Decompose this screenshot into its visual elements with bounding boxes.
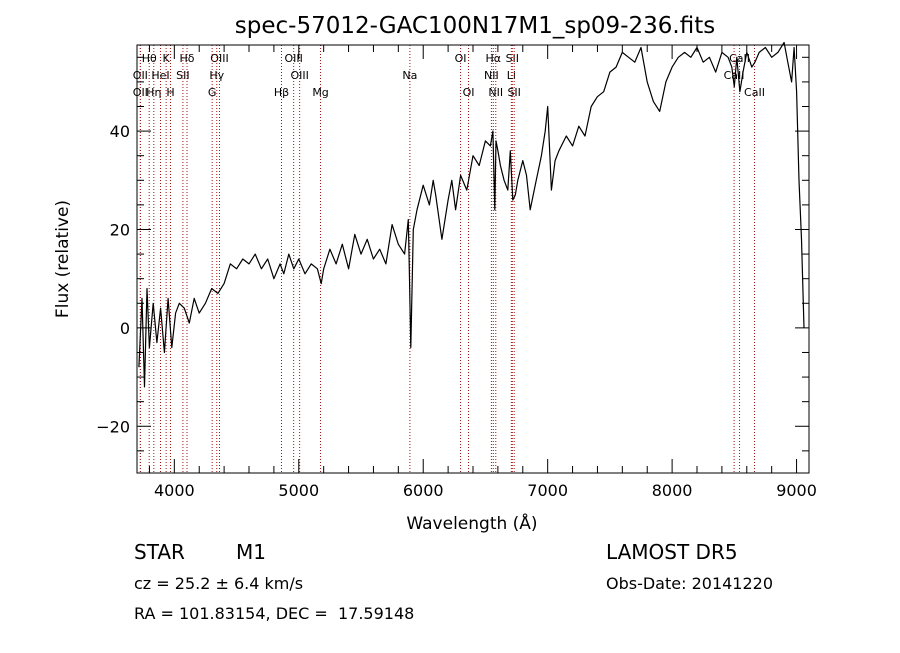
x-tick-label: 4000 — [154, 481, 195, 500]
obs-date: Obs-Date: 20141220 — [606, 574, 774, 593]
x-tick-label: 8000 — [652, 481, 693, 500]
y-tick-label: 40 — [110, 122, 130, 141]
spectral-line-label: CaII — [744, 86, 765, 99]
spectral-line-label: H — [166, 86, 174, 99]
y-tick-label: 20 — [110, 220, 130, 239]
y-tick-label: −20 — [96, 417, 130, 436]
spectral-line-label: Mg — [312, 86, 328, 99]
coordinates: RA = 101.83154, DEC = 17.59148 — [134, 604, 415, 623]
survey-name: LAMOST DR5 — [606, 540, 738, 564]
spectral-line-label: SII — [506, 52, 519, 65]
spectral-line-label: Hγ — [209, 69, 224, 82]
spectral-line-label: OI — [455, 52, 467, 65]
axis-ticks: 4000 5000 6000 7000 8000 9000 −20 0 20 40 — [96, 45, 817, 500]
spectral-line-label: OIII — [210, 52, 228, 65]
spectral-line-label: OIII — [284, 52, 302, 65]
x-axis-label: Wavelength (Å) — [406, 512, 537, 534]
spectral-line-label: Li — [507, 69, 516, 82]
x-tick-label: 5000 — [278, 481, 319, 500]
y-tick-label: 0 — [120, 319, 130, 338]
spectrum-line — [138, 41, 805, 388]
x-tick-label: 6000 — [403, 481, 444, 500]
spectral-line-label: Hβ — [274, 86, 289, 99]
spectral-line-label: G — [208, 86, 217, 99]
spectral-line-label: HeI — [151, 69, 169, 82]
spectral-line-label: Hη — [146, 86, 161, 99]
spectral-line-label: Na — [402, 69, 417, 82]
object-subclass: M1 — [236, 540, 266, 564]
spectrum-series — [138, 41, 805, 388]
spectral-line-label: NII — [484, 69, 499, 82]
spectral-line-label: Hδ — [180, 52, 195, 65]
spectral-line-label: K — [163, 52, 171, 65]
spectral-line-label: SII — [176, 69, 189, 82]
x-tick-label: 9000 — [776, 481, 817, 500]
y-axis-label: Flux (relative) — [53, 200, 73, 318]
spectral-line-label: Hα — [486, 52, 502, 65]
spectral-line-label: Hθ — [142, 52, 157, 65]
spectral-line-label: OI — [463, 86, 475, 99]
redshift-value: cz = 25.2 ± 6.4 km/s — [134, 574, 304, 593]
chart-title: spec-57012-GAC100N17M1_sp09-236.fits — [235, 13, 715, 39]
spectral-line-label: SII — [507, 86, 520, 99]
object-class: STAR — [134, 540, 185, 564]
x-tick-label: 7000 — [527, 481, 568, 500]
spectral-line-label: NII — [488, 86, 503, 99]
spectral-line-label: OIII — [290, 69, 308, 82]
plot-frame — [136, 44, 810, 474]
